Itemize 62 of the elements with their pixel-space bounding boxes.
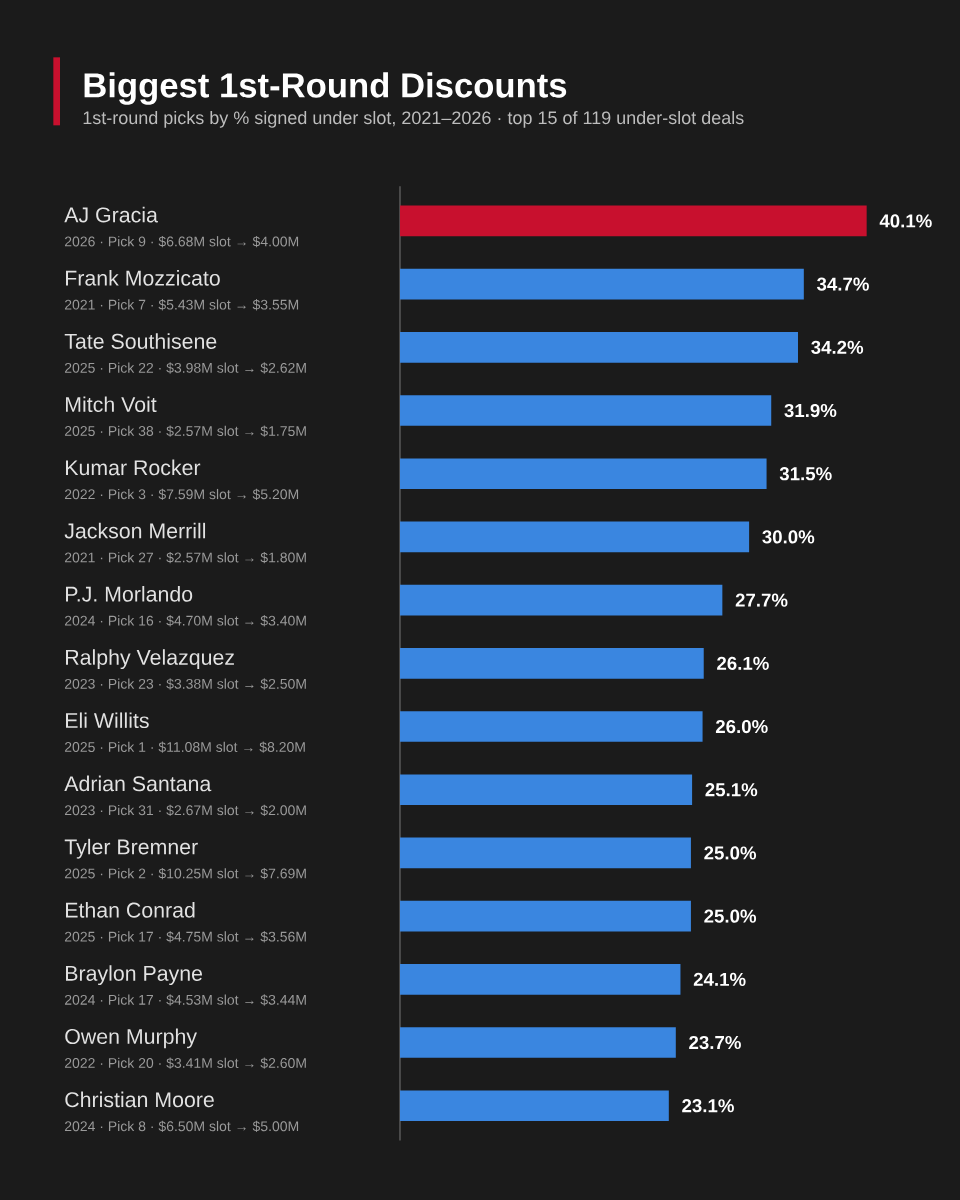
bar (399, 774, 693, 806)
data-label: 34.2% (811, 340, 864, 354)
data-label: 26.0% (715, 719, 768, 734)
text: 2022 · Pick 3 · $7.59M slot → $5.20M (64, 488, 299, 501)
data-label: 26.1% (717, 656, 769, 670)
data-label: 30.0% (762, 530, 815, 544)
data-label: 27.7% (735, 593, 788, 607)
text: 2023 · Pick 23 · $3.38M slot → $2.50M (64, 678, 306, 690)
data-label: 25.0% (704, 846, 757, 860)
text: 2024 · Pick 16 · $4.70M slot → $3.40M (64, 615, 306, 627)
chart-subtitle: 1st-round picks by % signed under slot, 2021–2026 · top 15 of 119 under-slot deals (83, 110, 744, 128)
bar (399, 964, 681, 995)
y-tick-label: Christian Moore (65, 1091, 214, 1108)
bar (399, 711, 703, 742)
data-label: 40.1% (879, 214, 932, 228)
text: 2025 · Pick 2 · $10.25M slot → $7.69M (64, 867, 306, 880)
y-tick-label: Owen Murphy (65, 1028, 197, 1049)
chart-title: Biggest 1st-Round Discounts (84, 72, 567, 105)
y-tick-label: Jackson Merrill (64, 522, 206, 539)
bar (399, 205, 867, 237)
data-label: 24.1% (693, 972, 746, 986)
bar (399, 521, 750, 553)
text: 2022 · Pick 20 · $3.41M slot → $2.60M (64, 1057, 306, 1069)
bar (399, 332, 798, 363)
y-tick-label: Eli Willits (66, 712, 149, 729)
bar (399, 900, 691, 932)
text: 2024 · Pick 8 · $6.50M slot → $5.00M (64, 1120, 299, 1133)
y-tick-label: AJ Gracia (64, 206, 158, 223)
y-tick-label: Kumar Rocker (66, 459, 201, 476)
text: 2024 · Pick 17 · $4.53M slot → $3.44M (64, 994, 306, 1006)
text: 2025 · Pick 38 · $2.57M slot → $1.75M (64, 425, 306, 437)
data-label: 25.1% (705, 783, 758, 797)
text: 2025 · Pick 17 · $4.75M slot → $3.56M (64, 931, 306, 943)
y-tick-label: Braylon Payne (66, 965, 203, 986)
bar (399, 268, 804, 300)
bar (399, 584, 723, 616)
bar (399, 458, 767, 490)
data-label: 25.0% (704, 909, 757, 923)
y-tick-label: Frank Mozzicato (66, 270, 220, 286)
y-tick-label: Adrian Santana (64, 775, 212, 792)
bar (399, 837, 691, 869)
y-tick-label: P.J. Morlando (66, 586, 193, 602)
data-label: 34.7% (816, 277, 869, 291)
data-label: 23.7% (689, 1035, 741, 1050)
y-tick-label: Mitch Voit (66, 396, 157, 413)
data-label: 31.9% (784, 403, 837, 418)
y-tick-label: Tate Southisene (64, 333, 217, 349)
text: 2026 · Pick 9 · $6.68M slot → $4.00M (64, 235, 299, 248)
text: 2025 · Pick 22 · $3.98M slot → $2.62M (64, 362, 306, 374)
data-label: 23.1% (682, 1099, 734, 1113)
bar (399, 1027, 676, 1058)
y-tick-label: Tyler Bremner (64, 838, 198, 859)
bar (399, 648, 704, 679)
text: 2025 · Pick 1 · $11.08M slot → $8.20M (64, 741, 305, 753)
y-tick-label: Ethan Conrad (66, 902, 195, 918)
text: 2021 · Pick 27 · $2.57M slot → $1.80M (64, 551, 306, 564)
y-tick-label: Ralphy Velazquez (66, 649, 234, 670)
data-label: 31.5% (779, 467, 832, 481)
text: 2023 · Pick 31 · $2.67M slot → $2.00M (64, 804, 306, 817)
bar (399, 1090, 669, 1122)
text: 2021 · Pick 7 · $5.43M slot → $3.55M (64, 299, 299, 311)
bar (399, 395, 772, 426)
